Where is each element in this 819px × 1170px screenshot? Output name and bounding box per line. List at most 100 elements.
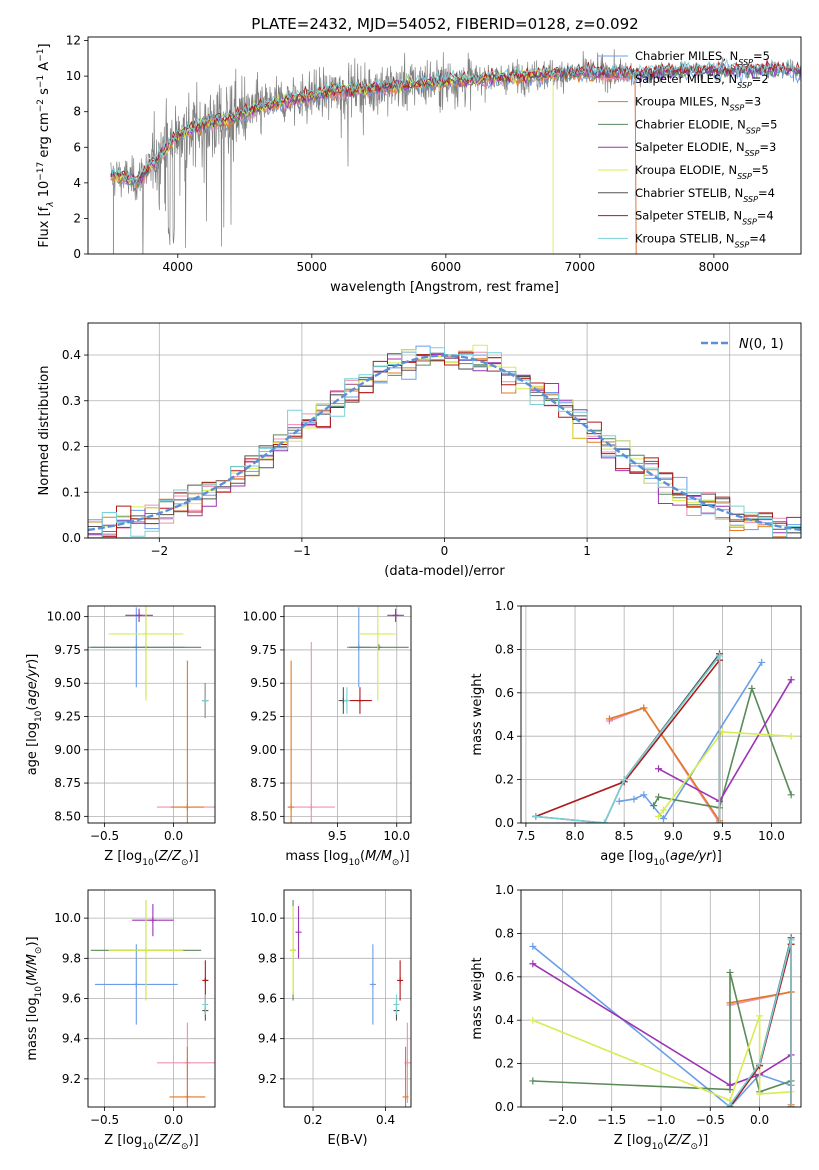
legend-entry-sub: SSP (737, 172, 752, 181)
weight-marker (532, 812, 540, 820)
y-axis-label-part: )] (25, 936, 40, 946)
weight-vs-age-panel: 7.5 8.0 8.5 9.0 9.5 10.0 0.0 0.2 0.4 0.6 0.8 1.0 age… (470, 599, 802, 868)
x-tick-label: 7000 (565, 260, 596, 274)
legend-entry-sub: SSP (737, 80, 752, 89)
weight-marker (756, 1090, 764, 1098)
data-point-marker (202, 977, 209, 984)
x-axis-label-part: 10 (653, 858, 665, 868)
x-tick-label: 5000 (297, 260, 328, 274)
legend-entry-sub: SSP (742, 217, 757, 226)
y-tick-label: 9.50 (250, 676, 277, 690)
y-tick-label: 9.2 (258, 1072, 277, 1086)
spectrum-panel: 4000 5000 6000 7000 8000 0 2 4 6 8 10 12 wavelength … (36, 34, 802, 295)
x-tick-label: 7.5 (516, 829, 535, 843)
plot-frame (283, 889, 412, 1108)
y-axis-label-part: −1 (36, 75, 46, 88)
x-axis-label: wavelength [Angstrom, rest frame] (330, 280, 559, 295)
weight-line (609, 707, 721, 822)
x-tick-label: 8.0 (565, 829, 584, 843)
weight-marker (529, 1077, 537, 1085)
data-point-marker (392, 612, 399, 619)
weight-marker (630, 795, 638, 803)
legend-entry-sub: SSP (730, 103, 745, 112)
data-point-marker (202, 697, 209, 704)
weight-marker (715, 652, 723, 660)
legend-entry-count: =4 (757, 209, 774, 223)
y-axis-label-part: A (37, 62, 52, 75)
x-tick-label: 0.4 (376, 1113, 395, 1127)
legend-entry-name: Salpeter MILES, N (635, 72, 737, 86)
y-tick-label: 9.4 (62, 1032, 81, 1046)
legend-entry-count: =5 (753, 49, 770, 63)
y-tick-label: 0.4 (495, 1013, 514, 1027)
data-point-marker (374, 630, 381, 637)
weight-line (532, 945, 792, 1107)
y-tick-label: 0.8 (495, 926, 514, 940)
weight-marker (655, 793, 663, 801)
x-tick-label: −0.5 (90, 829, 119, 843)
y-tick-label: 10.0 (250, 911, 277, 925)
y-tick-label: 0.1 (62, 485, 81, 499)
y-axis-label-part: mass [ (25, 1017, 40, 1060)
legend-entry-name: Kroupa ELODIE, N (635, 163, 737, 177)
data-point-marker (393, 1001, 400, 1008)
plot-frame (520, 605, 802, 824)
y-axis-label-part: age [ (25, 742, 40, 775)
y-tick-label: 9.50 (54, 676, 81, 690)
spectrum-model-line (110, 66, 554, 254)
x-tick-label: 10.0 (758, 829, 785, 843)
y-tick-label: 0.6 (495, 686, 514, 700)
legend-entry-count: =3 (759, 140, 776, 154)
weight-marker (726, 1101, 734, 1107)
weight-marker (756, 1060, 764, 1068)
histogram-clip-group (88, 344, 801, 538)
legend-entry-n: N (739, 337, 749, 352)
data-point-marker (375, 644, 382, 651)
x-tick-label: −2 (150, 544, 168, 558)
weight-line (729, 939, 792, 1107)
legend-entry-count: =5 (752, 163, 769, 177)
x-axis-label: (data-model)/error (384, 564, 505, 579)
y-axis-label-part: )] (25, 654, 40, 664)
x-axis-label-part: )] (399, 849, 409, 864)
y-axis-label-part: −2 (36, 99, 46, 112)
x-tick-label: −0.5 (696, 1113, 725, 1127)
y-tick-label: 0.6 (495, 970, 514, 984)
data-point-marker (288, 804, 295, 811)
legend-entry: Chabrier MILES, NSSP=5 (635, 49, 770, 67)
x-tick-label: 6000 (431, 260, 462, 274)
histogram-steps (88, 347, 801, 538)
x-axis-label-part: M/M (365, 849, 392, 864)
x-axis-label-part: )] (189, 849, 199, 864)
figure-title: PLATE=2432, MJD=54052, FIBERID=0128, z=0… (251, 15, 638, 33)
weight-marker (655, 765, 663, 773)
y-axis-label: Flux [fλ 10−17 erg cm−2 s−1 A−1] (36, 43, 56, 247)
weight-marker (640, 791, 648, 799)
age-vs-mass-clip-group (287, 606, 409, 823)
x-tick-label: 9.0 (664, 829, 683, 843)
y-tick-label: 0.2 (62, 440, 81, 454)
spectrum-clip-group (110, 49, 801, 254)
x-axis-label-part: ⊙ (392, 858, 400, 868)
y-tick-label: 0.0 (495, 816, 514, 830)
weight-marker (787, 732, 795, 740)
weight-line (657, 731, 792, 817)
legend-entry-count: =2 (752, 72, 769, 86)
x-axis-label-part: ( (154, 849, 159, 864)
weight-marker (758, 658, 766, 666)
y-tick-label: 4 (73, 176, 81, 190)
mass-vs-EBV-clip-group (290, 900, 411, 1107)
weight-marker (640, 704, 648, 712)
data-point-marker (133, 981, 140, 988)
plot-frame (87, 605, 216, 824)
y-tick-label: 9.2 (62, 1072, 81, 1086)
y-tick-label: 8.75 (54, 776, 81, 790)
weight-marker (529, 1016, 537, 1024)
x-axis-label-part: ⊙ (181, 858, 189, 868)
x-tick-label: 9.5 (713, 829, 732, 843)
x-tick-label: 10.0 (383, 829, 410, 843)
y-axis-label-part: ] (37, 43, 52, 48)
x-axis-label-part: log (632, 1133, 652, 1148)
legend-entry: Salpeter ELODIE, NSSP=3 (635, 140, 776, 158)
